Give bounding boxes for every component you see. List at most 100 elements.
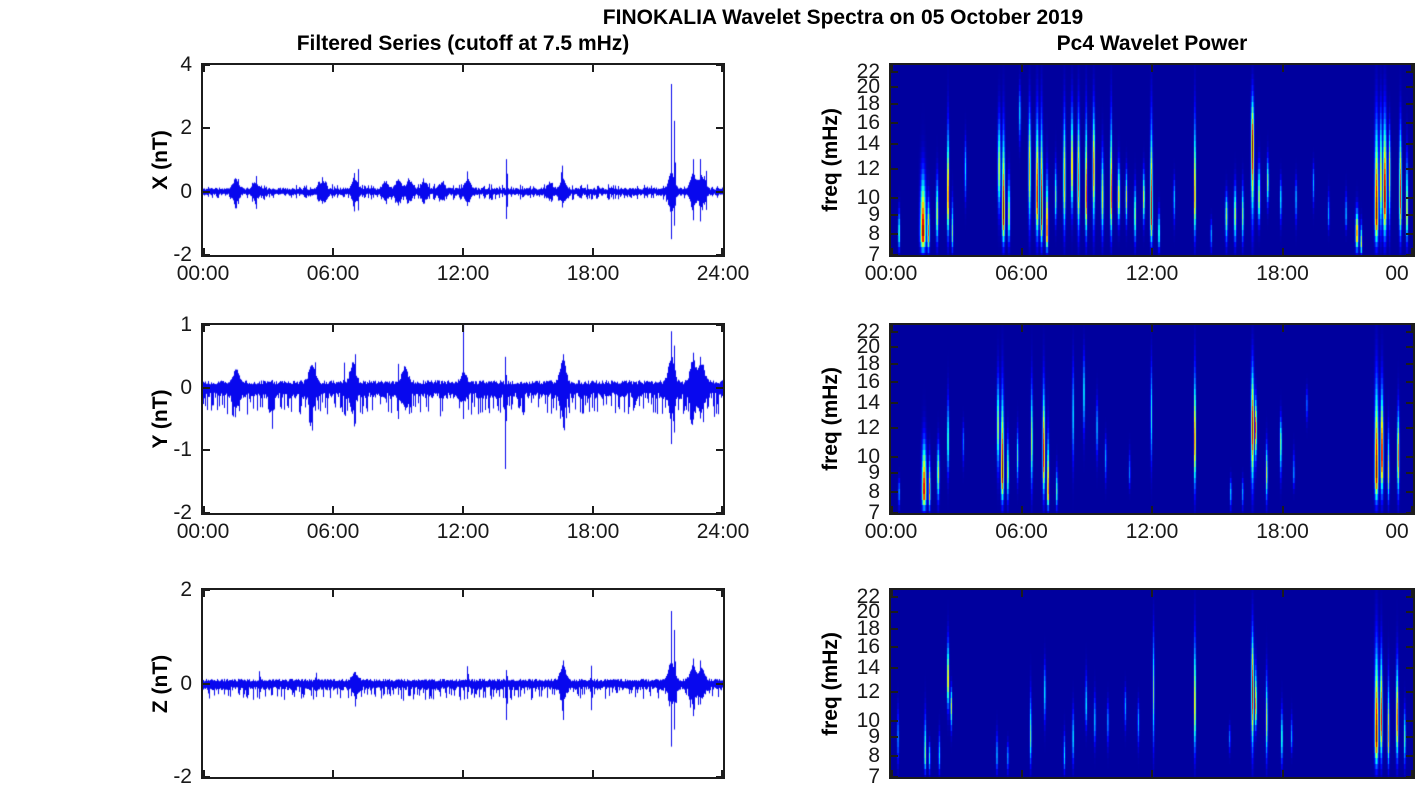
- x-tick-label: 06:00: [306, 520, 360, 543]
- axis-tick: [1406, 122, 1413, 124]
- axis-tick: [1406, 776, 1413, 778]
- y-tick-label: 8: [868, 479, 880, 503]
- axis-tick: [1406, 214, 1413, 216]
- y-tick-label: -1: [173, 438, 192, 462]
- axis-tick: [891, 214, 898, 216]
- axis-tick: [592, 506, 594, 513]
- axis-tick: [1406, 472, 1413, 474]
- y-tick-label: 16: [856, 370, 880, 394]
- y-tick-label: 8: [868, 744, 880, 767]
- y-tick-label: 9: [868, 725, 880, 749]
- x-tick-label: 12:00: [1125, 262, 1179, 285]
- x-tick-label: 24:00: [696, 520, 750, 543]
- axis-tick: [1021, 590, 1023, 597]
- y-tick-label: 0: [180, 671, 192, 695]
- axis-tick: [1406, 381, 1413, 383]
- axis-tick: [1406, 491, 1413, 493]
- x-series-panel: [201, 63, 725, 257]
- left-column-title: Filtered Series (cutoff at 7.5 mHz): [296, 32, 630, 55]
- axis-tick: [203, 248, 205, 255]
- y-tick-label: 16: [856, 635, 880, 659]
- axis-tick: [716, 324, 723, 326]
- axis-tick: [1406, 103, 1413, 105]
- x-tick-label: 18:00: [1256, 262, 1309, 285]
- x-tick-label: 00: [1385, 262, 1409, 285]
- z-spectrogram-panel: [889, 588, 1415, 779]
- y-tick-label: -2: [173, 765, 192, 788]
- axis-tick: [891, 168, 898, 170]
- axis-tick: [1411, 770, 1413, 777]
- axis-tick: [891, 363, 898, 365]
- axis-tick: [891, 611, 898, 613]
- axis-tick: [716, 64, 723, 66]
- y-spectrogram-ylabel: freq (mHz): [819, 367, 842, 471]
- axis-tick: [203, 506, 205, 513]
- axis-tick: [1406, 363, 1413, 365]
- x-tick-label: 00: [1385, 520, 1409, 543]
- y-tick-label: 22: [856, 320, 880, 344]
- axis-tick: [1406, 402, 1413, 404]
- y-tick-label: 18: [856, 92, 880, 116]
- axis-tick: [891, 736, 898, 738]
- axis-tick: [1282, 506, 1284, 513]
- axis-tick: [891, 646, 898, 648]
- x-tick-label: 12:00: [436, 262, 490, 285]
- axis-tick: [891, 720, 898, 722]
- axis-tick: [203, 449, 210, 451]
- axis-tick: [891, 254, 898, 256]
- y-tick-label: 0: [180, 179, 192, 203]
- axis-tick: [891, 596, 898, 598]
- axis-tick: [1282, 770, 1284, 777]
- axis-tick: [592, 590, 594, 597]
- z-spectrogram-canvas: [891, 590, 1413, 777]
- y-spectrogram-panel: [889, 323, 1415, 515]
- axis-tick: [462, 770, 464, 777]
- axis-tick: [203, 776, 210, 778]
- y-tick-label: 9: [868, 202, 880, 226]
- axis-tick: [592, 325, 594, 332]
- axis-tick: [1151, 770, 1153, 777]
- axis-tick: [1021, 65, 1023, 72]
- axis-tick: [1411, 248, 1413, 255]
- x-tick-label: 00:00: [176, 520, 230, 543]
- axis-tick: [203, 770, 205, 777]
- axis-tick: [203, 590, 205, 597]
- axis-tick: [891, 122, 898, 124]
- axis-tick: [721, 65, 723, 72]
- axis-tick: [1282, 248, 1284, 255]
- axis-tick: [716, 512, 723, 514]
- axis-tick: [1406, 512, 1413, 514]
- figure-title: FINOKALIA Wavelet Spectra on 05 October …: [602, 6, 1084, 29]
- axis-tick: [203, 127, 210, 129]
- y-tick-label: 14: [856, 132, 880, 156]
- x-tick-label: 06:00: [995, 520, 1048, 543]
- axis-tick: [203, 64, 210, 66]
- axis-tick: [1282, 325, 1284, 332]
- axis-tick: [1406, 233, 1413, 235]
- y-tick-label: 2: [180, 578, 192, 601]
- axis-tick: [1406, 691, 1413, 693]
- axis-tick: [203, 254, 210, 256]
- y-tick-label: 20: [856, 599, 880, 623]
- axis-tick: [1406, 611, 1413, 613]
- axis-tick: [332, 770, 334, 777]
- x-tick-label: 18:00: [566, 262, 620, 285]
- axis-tick: [332, 506, 334, 513]
- x-tick-label: 18:00: [1256, 520, 1309, 543]
- y-tick-label: 14: [856, 656, 880, 680]
- x-tick-label: 06:00: [995, 262, 1048, 285]
- axis-tick: [1406, 720, 1413, 722]
- axis-tick: [1021, 506, 1023, 513]
- axis-tick: [203, 324, 210, 326]
- axis-tick: [1411, 65, 1413, 72]
- axis-tick: [1151, 325, 1153, 332]
- axis-tick: [891, 628, 898, 630]
- axis-tick: [203, 683, 210, 685]
- axis-tick: [891, 233, 898, 235]
- z-series-ylabel: Z (nT): [149, 654, 172, 713]
- axis-tick: [891, 427, 898, 429]
- y-tick-label: 7: [868, 243, 880, 266]
- x-series-canvas: [203, 65, 723, 255]
- y-tick-label: 14: [856, 391, 880, 415]
- axis-tick: [332, 590, 334, 597]
